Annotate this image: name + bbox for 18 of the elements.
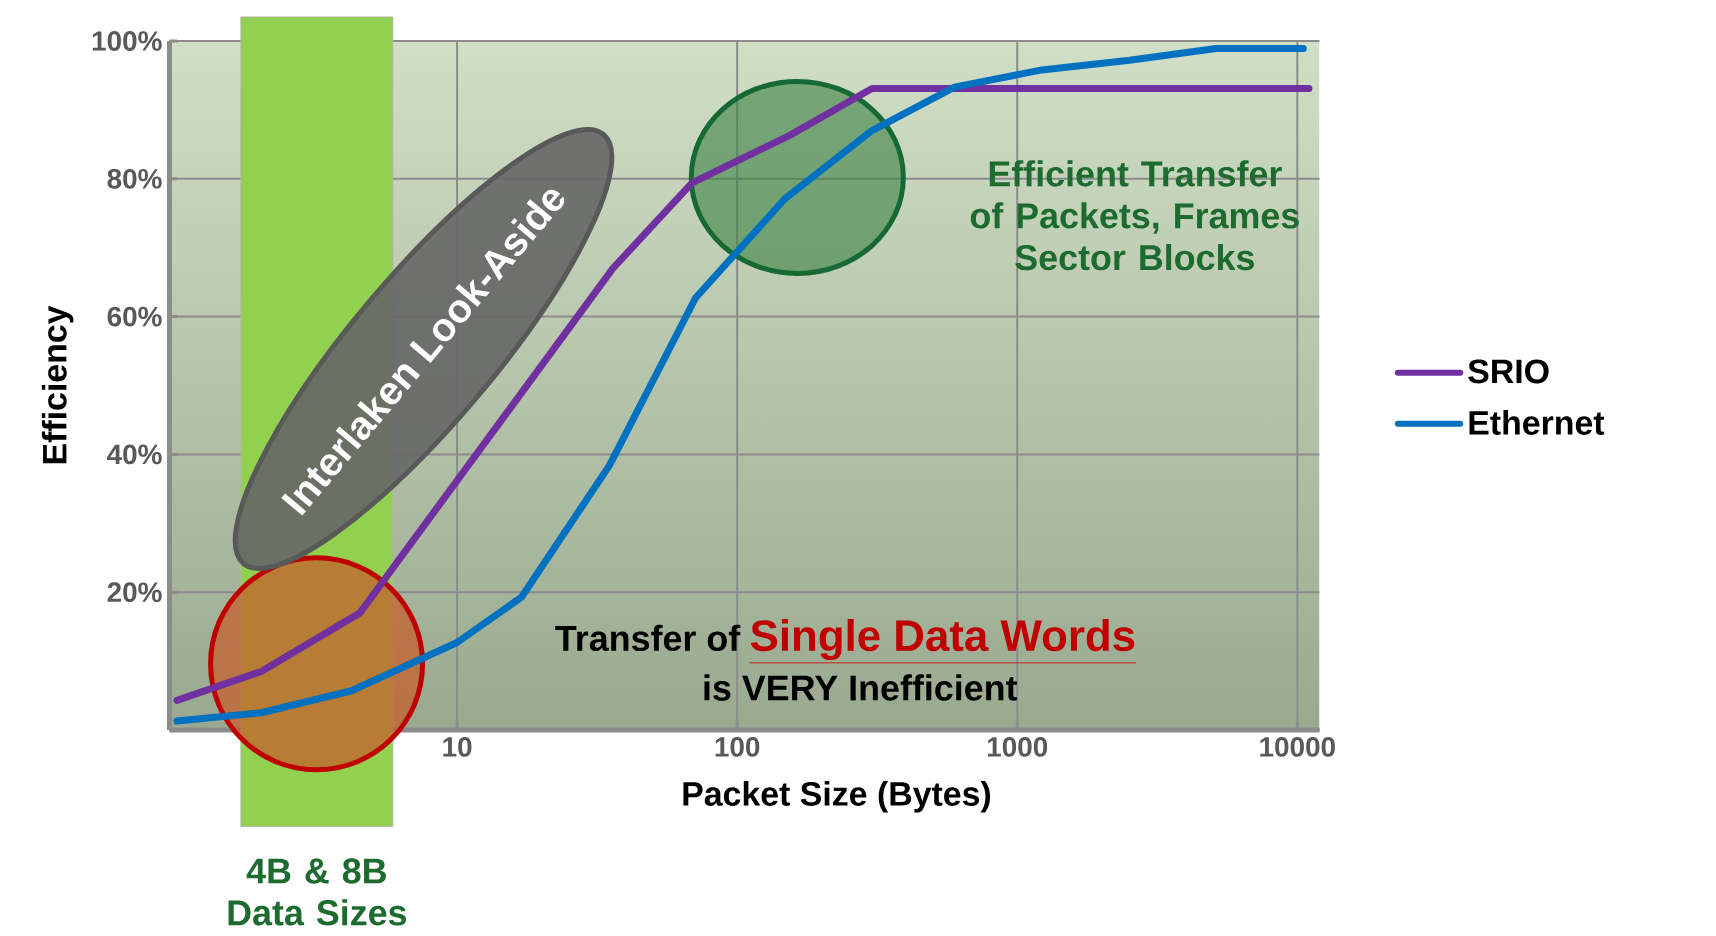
legend-label: Ethernet <box>1469 410 1605 435</box>
y-tick-label: 60% <box>107 306 162 327</box>
y-tick-label: 100% <box>92 31 162 51</box>
y-tick-label: 20% <box>107 582 162 603</box>
x-axis-title: Packet Size (Bytes) <box>683 781 991 813</box>
annotation: Single Data Words <box>750 618 1135 661</box>
x-tick-label: 1000 <box>987 737 1048 757</box>
x-tick-label: 10 <box>443 737 472 757</box>
band-label: 4B & 8B Data Sizes <box>228 858 407 926</box>
legend-label: SRIO <box>1468 359 1549 384</box>
x-tick-label: 100 <box>715 737 760 757</box>
annotation: Efficient Transfer of Packets, Frames Sector Blocks <box>970 160 1299 271</box>
annotation: is VERY Inefficient <box>704 674 1018 701</box>
y-axis-title: Efficiency <box>41 305 74 464</box>
annotation: Transfer of <box>555 624 741 652</box>
y-tick-label: 80% <box>107 168 162 189</box>
y-tick-label: 40% <box>107 444 162 465</box>
x-tick-label: 10000 <box>1260 737 1335 757</box>
